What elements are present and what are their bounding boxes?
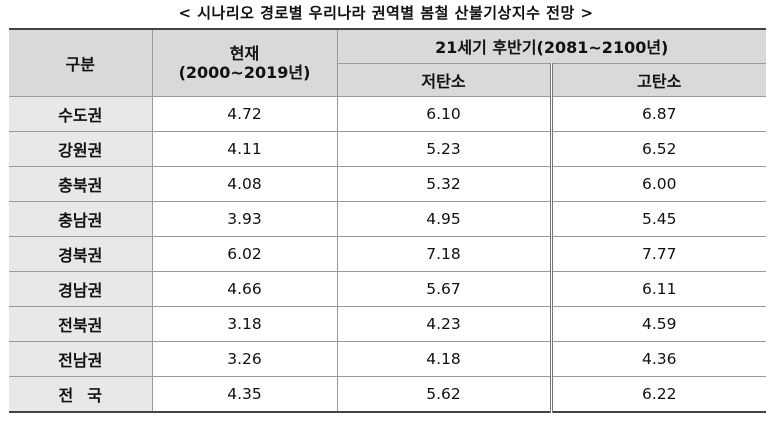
region-cell: 전남권 [9,340,153,377]
region-cell: 수도권 [9,95,153,132]
table-row: 수도권 4.72 6.10 6.87 [9,95,766,132]
header-low-carbon: 저탄소 [337,62,553,97]
table-row: 경남권 4.66 5.67 6.11 [9,270,766,307]
region-cell: 경남권 [9,270,153,307]
current-value-cell: 4.08 [151,165,338,202]
region-cell: 강원권 [9,130,153,167]
low-carbon-value-cell: 7.18 [336,235,553,272]
current-value-cell: 4.66 [151,270,338,307]
table-row: 경북권 6.02 7.18 7.77 [9,235,766,272]
header-future: 21세기 후반기(2081~2100년) [336,28,766,64]
high-carbon-value-cell: 5.45 [550,200,766,237]
high-carbon-value-cell: 6.87 [550,95,766,132]
header-current-period: (2000~2019년) [178,62,311,82]
current-value-cell: 3.26 [151,340,338,377]
table-row: 전국 4.35 5.62 6.22 [9,375,766,412]
low-carbon-value-cell: 5.67 [336,270,553,307]
low-carbon-value-cell: 5.23 [336,130,553,167]
current-value-cell: 3.93 [151,200,338,237]
header-high-carbon: 고탄소 [550,62,766,97]
high-carbon-value-cell: 6.22 [550,375,766,412]
table-row: 충남권 3.93 4.95 5.45 [9,200,766,237]
high-carbon-value-cell: 4.59 [550,305,766,342]
table-row: 전북권 3.18 4.23 4.59 [9,305,766,342]
current-value-cell: 6.02 [151,235,338,272]
region-cell: 충북권 [9,165,153,202]
region-cell: 전북권 [9,305,153,342]
low-carbon-value-cell: 6.10 [336,95,553,132]
table-row: 충북권 4.08 5.32 6.00 [9,165,766,202]
table-row: 전남권 3.26 4.18 4.36 [9,340,766,377]
low-carbon-value-cell: 4.95 [336,200,553,237]
high-carbon-value-cell: 7.77 [550,235,766,272]
current-value-cell: 3.18 [151,305,338,342]
low-carbon-value-cell: 4.23 [336,305,553,342]
current-value-cell: 4.11 [151,130,338,167]
header-category: 구분 [9,28,153,97]
high-carbon-value-cell: 4.36 [550,340,766,377]
table-title: < 시나리오 경로별 우리나라 권역별 봄철 산불기상지수 전망 > [178,4,594,22]
high-carbon-value-cell: 6.52 [550,130,766,167]
table-row: 강원권 4.11 5.23 6.52 [9,130,766,167]
forecast-table: 구분 현재 (2000~2019년) 21세기 후반기(2081~2100년) … [9,28,766,413]
high-carbon-value-cell: 6.00 [550,165,766,202]
header-current: 현재 (2000~2019년) [151,28,338,97]
current-value-cell: 4.35 [151,375,338,412]
low-carbon-value-cell: 4.18 [336,340,553,377]
region-cell: 전국 [9,375,153,412]
high-carbon-value-cell: 6.11 [550,270,766,307]
region-cell: 충남권 [9,200,153,237]
current-value-cell: 4.72 [151,95,338,132]
low-carbon-value-cell: 5.32 [336,165,553,202]
low-carbon-value-cell: 5.62 [336,375,553,412]
region-cell: 경북권 [9,235,153,272]
header-current-label: 현재 [229,43,260,63]
